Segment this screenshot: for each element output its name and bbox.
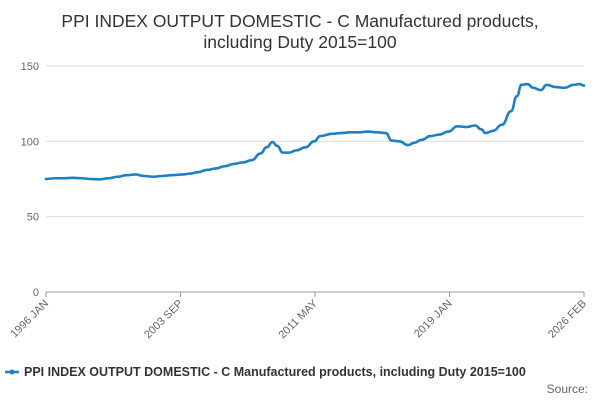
x-tick-label-0: 1996 JAN [8, 298, 51, 341]
legend-series-label: PPI INDEX OUTPUT DOMESTIC - C Manufactur… [24, 365, 526, 379]
legend[interactable]: PPI INDEX OUTPUT DOMESTIC - C Manufactur… [5, 365, 526, 379]
y-tick-label-1: 50 [27, 212, 39, 224]
chart-title-line-1: PPI INDEX OUTPUT DOMESTIC - C Manufactur… [61, 11, 538, 31]
y-tick-label-2: 100 [21, 136, 39, 148]
y-tick-label-0: 0 [33, 287, 39, 299]
x-tick-label-2: 2011 MAY [276, 297, 320, 341]
series-layer [44, 82, 586, 181]
source-label: Source: [547, 382, 588, 396]
y-tick-label-3: 150 [21, 61, 39, 73]
y-axis-tick-labels: 0 50 100 150 [21, 61, 39, 299]
series-line-0[interactable] [44, 82, 586, 181]
legend-point-marker [9, 369, 15, 375]
x-tick-label-1: 2003 SEP [142, 298, 186, 342]
x-tick-label-3: 2019 JAN [412, 298, 455, 341]
x-axis-tick-labels: 1996 JAN 2003 SEP 2011 MAY 2019 JAN 2026 FEB [8, 297, 589, 341]
axes [45, 291, 585, 297]
chart-title-line-2: including Duty 2015=100 [203, 32, 396, 52]
x-tick-label-4: 2026 FEB [546, 298, 589, 341]
